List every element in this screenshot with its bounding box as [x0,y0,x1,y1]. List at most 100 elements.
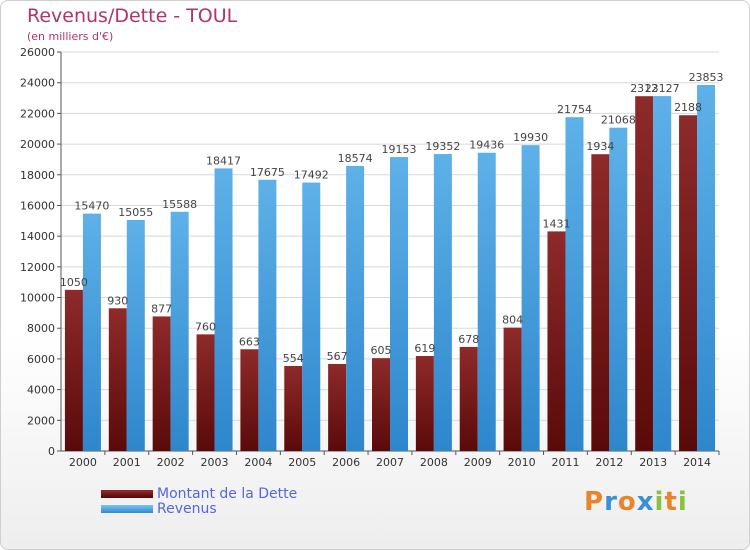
x-tick-label: 2009 [464,456,492,469]
x-tick-label: 2006 [332,456,360,469]
data-label-dette: 930 [107,294,128,307]
bar-revenus [170,211,189,451]
x-tick-label: 2012 [595,456,623,469]
data-label-revenus: 15588 [162,198,197,211]
bar-revenus [521,145,540,451]
data-label-dette: 663 [239,335,260,348]
bar-revenus [126,219,145,451]
data-label-revenus: 15470 [74,200,109,213]
legend-item-revenus: Revenus [101,501,401,518]
legend-label-revenus: Revenus [157,501,217,517]
data-label-revenus: 17492 [294,169,329,182]
logo-letter: P [584,487,605,517]
y-tick-label: 14000 [20,230,55,243]
bar-dette [459,346,478,451]
bar-revenus [433,154,452,451]
logo-letter: i [677,487,688,517]
x-tick-label: 2000 [69,456,97,469]
bar-dette [415,356,434,451]
y-tick-label: 16000 [20,199,55,212]
bar-dette [591,154,610,451]
x-tick-label: 2011 [551,456,579,469]
y-tick-label: 22000 [20,107,55,120]
x-tick-label: 2010 [508,456,536,469]
chart-title: Revenus/Dette - TOUL [27,5,238,27]
bar-dette [328,363,347,451]
y-tick-label: 20000 [20,138,55,151]
bar-revenus [653,96,672,451]
bar-revenus [390,157,408,451]
data-label-revenus: 21754 [557,103,592,116]
legend-swatch-dette [101,490,153,498]
data-label-revenus: 19153 [382,143,417,156]
x-tick-label: 2005 [288,456,316,469]
bar-revenus [697,84,716,452]
bar-revenus [565,117,584,452]
bar-dette [240,349,259,451]
x-tick-label: 2003 [201,456,229,469]
data-label-revenus: 18417 [206,154,241,167]
bar-revenus [346,165,365,451]
data-label-dette: 804 [502,314,523,327]
y-tick-label: 26000 [20,46,55,59]
bar-dette [64,289,83,451]
data-label-dette: 619 [414,342,435,355]
bar-dette [196,334,215,451]
data-label-dette: 605 [371,344,392,357]
x-tick-label: 2008 [420,456,448,469]
logo-letter: r [604,487,618,517]
y-tick-label: 0 [48,445,55,458]
x-tick-label: 2001 [113,456,141,469]
x-tick-label: 2004 [244,456,272,469]
bar-revenus [214,168,233,452]
bar-dette [284,365,303,451]
data-label-revenus: 23853 [689,71,724,84]
data-label-dette: 2312 [630,82,658,95]
bar-dette [635,96,654,451]
legend-swatch-revenus [101,505,153,513]
data-label-dette: 2188 [674,101,702,114]
data-label-revenus: 19930 [513,131,548,144]
data-label-revenus: 19352 [425,140,460,153]
bar-revenus [258,179,277,452]
x-tick-label: 2007 [376,456,404,469]
y-tick-label: 4000 [27,384,55,397]
logo-letter: x [636,487,655,517]
bar-dette [108,308,127,451]
logo-letter: i [654,487,665,517]
bar-dette [372,358,390,451]
y-tick-label: 6000 [27,353,55,366]
data-label-revenus: 18574 [338,152,373,165]
logo-letter: t [664,487,678,517]
legend-label-dette: Montant de la Dette [157,486,298,502]
data-label-dette: 1431 [542,217,570,230]
data-label-dette: 567 [327,350,348,363]
bar-revenus [82,213,101,451]
y-tick-label: 8000 [27,322,55,335]
y-tick-label: 10000 [20,292,55,305]
data-label-dette: 1050 [60,276,88,289]
data-label-dette: 877 [151,302,172,315]
bar-dette [547,231,566,451]
data-label-revenus: 15055 [118,206,153,219]
x-tick-label: 2002 [157,456,185,469]
data-label-revenus: 21068 [601,114,636,127]
bar-revenus [609,127,628,452]
data-label-dette: 760 [195,320,216,333]
y-tick-label: 18000 [20,169,55,182]
bar-revenus [477,152,496,451]
y-tick-label: 24000 [20,77,55,90]
data-label-revenus: 19436 [469,139,504,152]
y-tick-label: 12000 [20,261,55,274]
bar-dette [503,327,522,451]
data-label-revenus: 23127 [645,82,680,95]
bar-dette [152,316,171,451]
data-label-dette: 1934 [586,140,614,153]
proxiti-logo: Proxiti [584,487,688,517]
chart-subtitle: (en milliers d'€) [27,30,114,43]
data-label-dette: 678 [458,333,479,346]
data-label-dette: 554 [283,352,304,365]
legend-item-dette: Montant de la Dette [101,486,401,503]
